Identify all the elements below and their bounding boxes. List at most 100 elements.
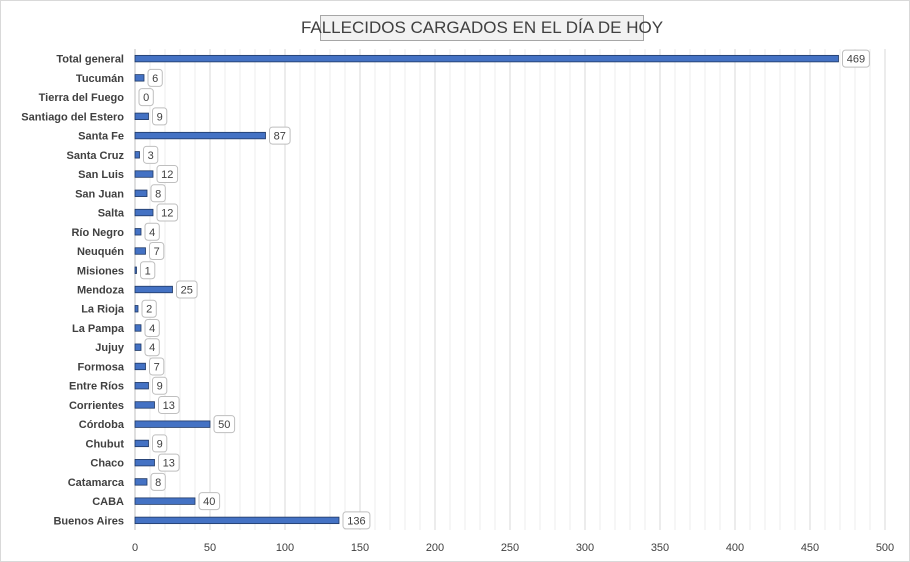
bar <box>134 131 266 140</box>
x-tick-label: 200 <box>426 542 444 554</box>
bar <box>134 324 142 332</box>
category-label: La Rioja <box>81 304 125 316</box>
x-tick-label: 300 <box>576 542 594 554</box>
data-label-box <box>342 511 371 530</box>
x-tick-label: 400 <box>726 542 744 554</box>
x-tick-label: 150 <box>351 542 369 554</box>
bars <box>134 54 839 525</box>
category-label: Santiago del Estero <box>21 111 124 123</box>
category-label: Entre Ríos <box>69 381 124 393</box>
category-label: Córdoba <box>79 419 125 431</box>
data-label-box <box>141 299 157 318</box>
x-tick-label: 350 <box>651 542 669 554</box>
data-label: 9 <box>157 381 163 393</box>
category-label: Chaco <box>90 458 124 470</box>
category-labels: Total general Tucumán Tierra del Fuego Sant… <box>21 54 125 528</box>
data-label-box <box>198 492 221 511</box>
data-label: 8 <box>155 188 161 200</box>
category-label: Catamarca <box>68 477 125 489</box>
x-tick-label: 500 <box>876 542 894 554</box>
category-label: Tierra del Fuego <box>39 92 125 104</box>
bar <box>134 208 154 217</box>
category-label: Río Negro <box>71 227 124 239</box>
data-label: 9 <box>157 111 163 123</box>
bar <box>134 74 145 82</box>
category-label: La Pampa <box>72 323 125 335</box>
category-label: Neuquén <box>77 246 124 258</box>
data-label-box <box>140 261 156 280</box>
bar <box>134 151 140 159</box>
data-label: 1 <box>145 265 151 277</box>
data-label-box <box>144 338 160 357</box>
data-label: 4 <box>149 323 155 335</box>
data-label: 469 <box>847 54 865 66</box>
bar <box>134 228 142 236</box>
bar <box>134 170 154 178</box>
data-label: 25 <box>181 285 193 297</box>
data-label: 4 <box>149 342 155 354</box>
data-label-box <box>158 395 180 414</box>
category-label: Formosa <box>78 361 125 373</box>
data-label-box <box>152 434 168 453</box>
bar <box>134 459 155 467</box>
bar <box>134 497 196 505</box>
bar <box>134 516 340 525</box>
bar <box>134 382 149 390</box>
x-tick-label: 100 <box>276 542 294 554</box>
data-label: 6 <box>152 73 158 85</box>
data-label-box <box>158 453 180 472</box>
data-label: 7 <box>154 246 160 258</box>
category-label: Tucumán <box>76 73 124 85</box>
data-label-box <box>842 49 870 68</box>
data-label: 12 <box>161 208 173 220</box>
data-label-box <box>269 126 291 145</box>
bar <box>134 343 142 351</box>
data-label: 8 <box>155 477 161 489</box>
category-label: Santa Fe <box>78 131 124 143</box>
data-label: 7 <box>154 361 160 373</box>
data-label-box <box>152 376 168 395</box>
x-tick-label: 450 <box>801 542 819 554</box>
data-label-box <box>156 203 179 222</box>
bar <box>134 112 149 120</box>
data-label: 12 <box>161 169 173 181</box>
data-label: 3 <box>148 150 154 162</box>
data-label: 87 <box>274 131 286 143</box>
data-label-box <box>150 184 166 203</box>
x-tick-label: 250 <box>501 542 519 554</box>
data-label-box <box>150 472 166 491</box>
category-label: Santa Cruz <box>67 150 125 162</box>
data-label: 50 <box>218 419 230 431</box>
bar <box>134 478 148 486</box>
category-label: San Luis <box>78 169 124 181</box>
data-label-box <box>149 242 165 261</box>
category-label: Total general <box>56 54 124 66</box>
bar <box>134 362 146 371</box>
data-label-box <box>143 145 159 164</box>
data-label: 13 <box>163 458 175 470</box>
category-label: Buenos Aires <box>53 515 124 527</box>
bar <box>134 266 137 274</box>
data-label-box <box>213 415 236 434</box>
bar <box>134 420 211 428</box>
category-label: Chubut <box>86 438 125 450</box>
data-label-box <box>149 357 165 376</box>
category-label: Corrientes <box>69 400 124 412</box>
data-label: 4 <box>149 227 155 239</box>
gridlines <box>134 49 886 530</box>
x-tick-label: 0 <box>132 542 138 554</box>
x-axis-ticks: 0 50 100 150 200 250 300 350 400 450 500 <box>132 542 894 554</box>
chart-title: FALLECIDOS CARGADOS EN EL DÍA DE HOY <box>301 15 663 41</box>
category-label: Mendoza <box>77 285 125 297</box>
data-label-box <box>156 165 179 184</box>
data-label: 13 <box>163 400 175 412</box>
category-label: Salta <box>98 208 125 220</box>
data-label-box <box>152 107 168 126</box>
bar <box>134 401 155 409</box>
data-label: 9 <box>157 438 163 450</box>
data-label-box <box>144 222 160 241</box>
bar <box>134 247 146 255</box>
data-label: 136 <box>347 515 365 527</box>
